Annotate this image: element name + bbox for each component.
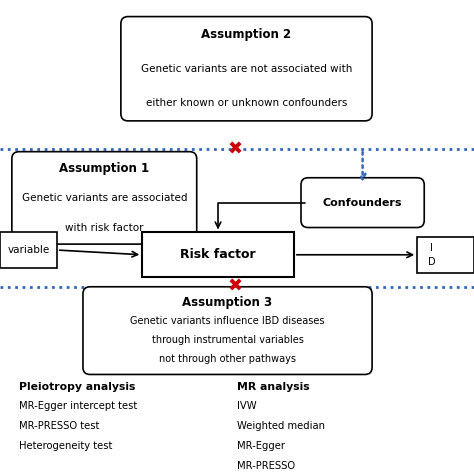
FancyBboxPatch shape [0,232,57,268]
Text: MR analysis: MR analysis [237,382,310,392]
Text: MR-PRESSO: MR-PRESSO [237,461,295,471]
Text: Genetic variants influence IBD diseases: Genetic variants influence IBD diseases [130,316,325,326]
FancyBboxPatch shape [301,178,424,228]
FancyBboxPatch shape [121,17,372,121]
Text: D: D [428,257,435,267]
Text: with risk factor: with risk factor [65,223,144,233]
Text: through instrumental variables: through instrumental variables [152,335,303,345]
Text: ✖: ✖ [227,140,242,158]
Text: Assumption 3: Assumption 3 [182,296,273,309]
Text: Pleiotropy analysis: Pleiotropy analysis [19,382,136,392]
Text: ✖: ✖ [227,278,242,296]
Text: Genetic variants are associated: Genetic variants are associated [21,193,187,203]
Text: MR-Egger intercept test: MR-Egger intercept test [19,401,137,411]
Text: MR-Egger: MR-Egger [237,441,285,451]
Text: Genetic variants are not associated with: Genetic variants are not associated with [141,64,352,74]
FancyBboxPatch shape [83,287,372,374]
Text: MR-PRESSO test: MR-PRESSO test [19,421,100,431]
Text: Confounders: Confounders [323,198,402,208]
Text: Assumption 2: Assumption 2 [201,28,292,41]
Text: Risk factor: Risk factor [180,248,256,261]
Text: Heterogeneity test: Heterogeneity test [19,441,112,451]
FancyBboxPatch shape [417,237,474,273]
Text: either known or unknown confounders: either known or unknown confounders [146,98,347,108]
Text: I: I [430,243,433,253]
FancyBboxPatch shape [12,152,197,244]
Text: variable: variable [7,245,50,255]
Text: IVW: IVW [237,401,256,411]
Text: not through other pathways: not through other pathways [159,354,296,364]
Text: Assumption 1: Assumption 1 [59,162,149,175]
FancyBboxPatch shape [142,232,294,277]
Text: Weighted median: Weighted median [237,421,325,431]
